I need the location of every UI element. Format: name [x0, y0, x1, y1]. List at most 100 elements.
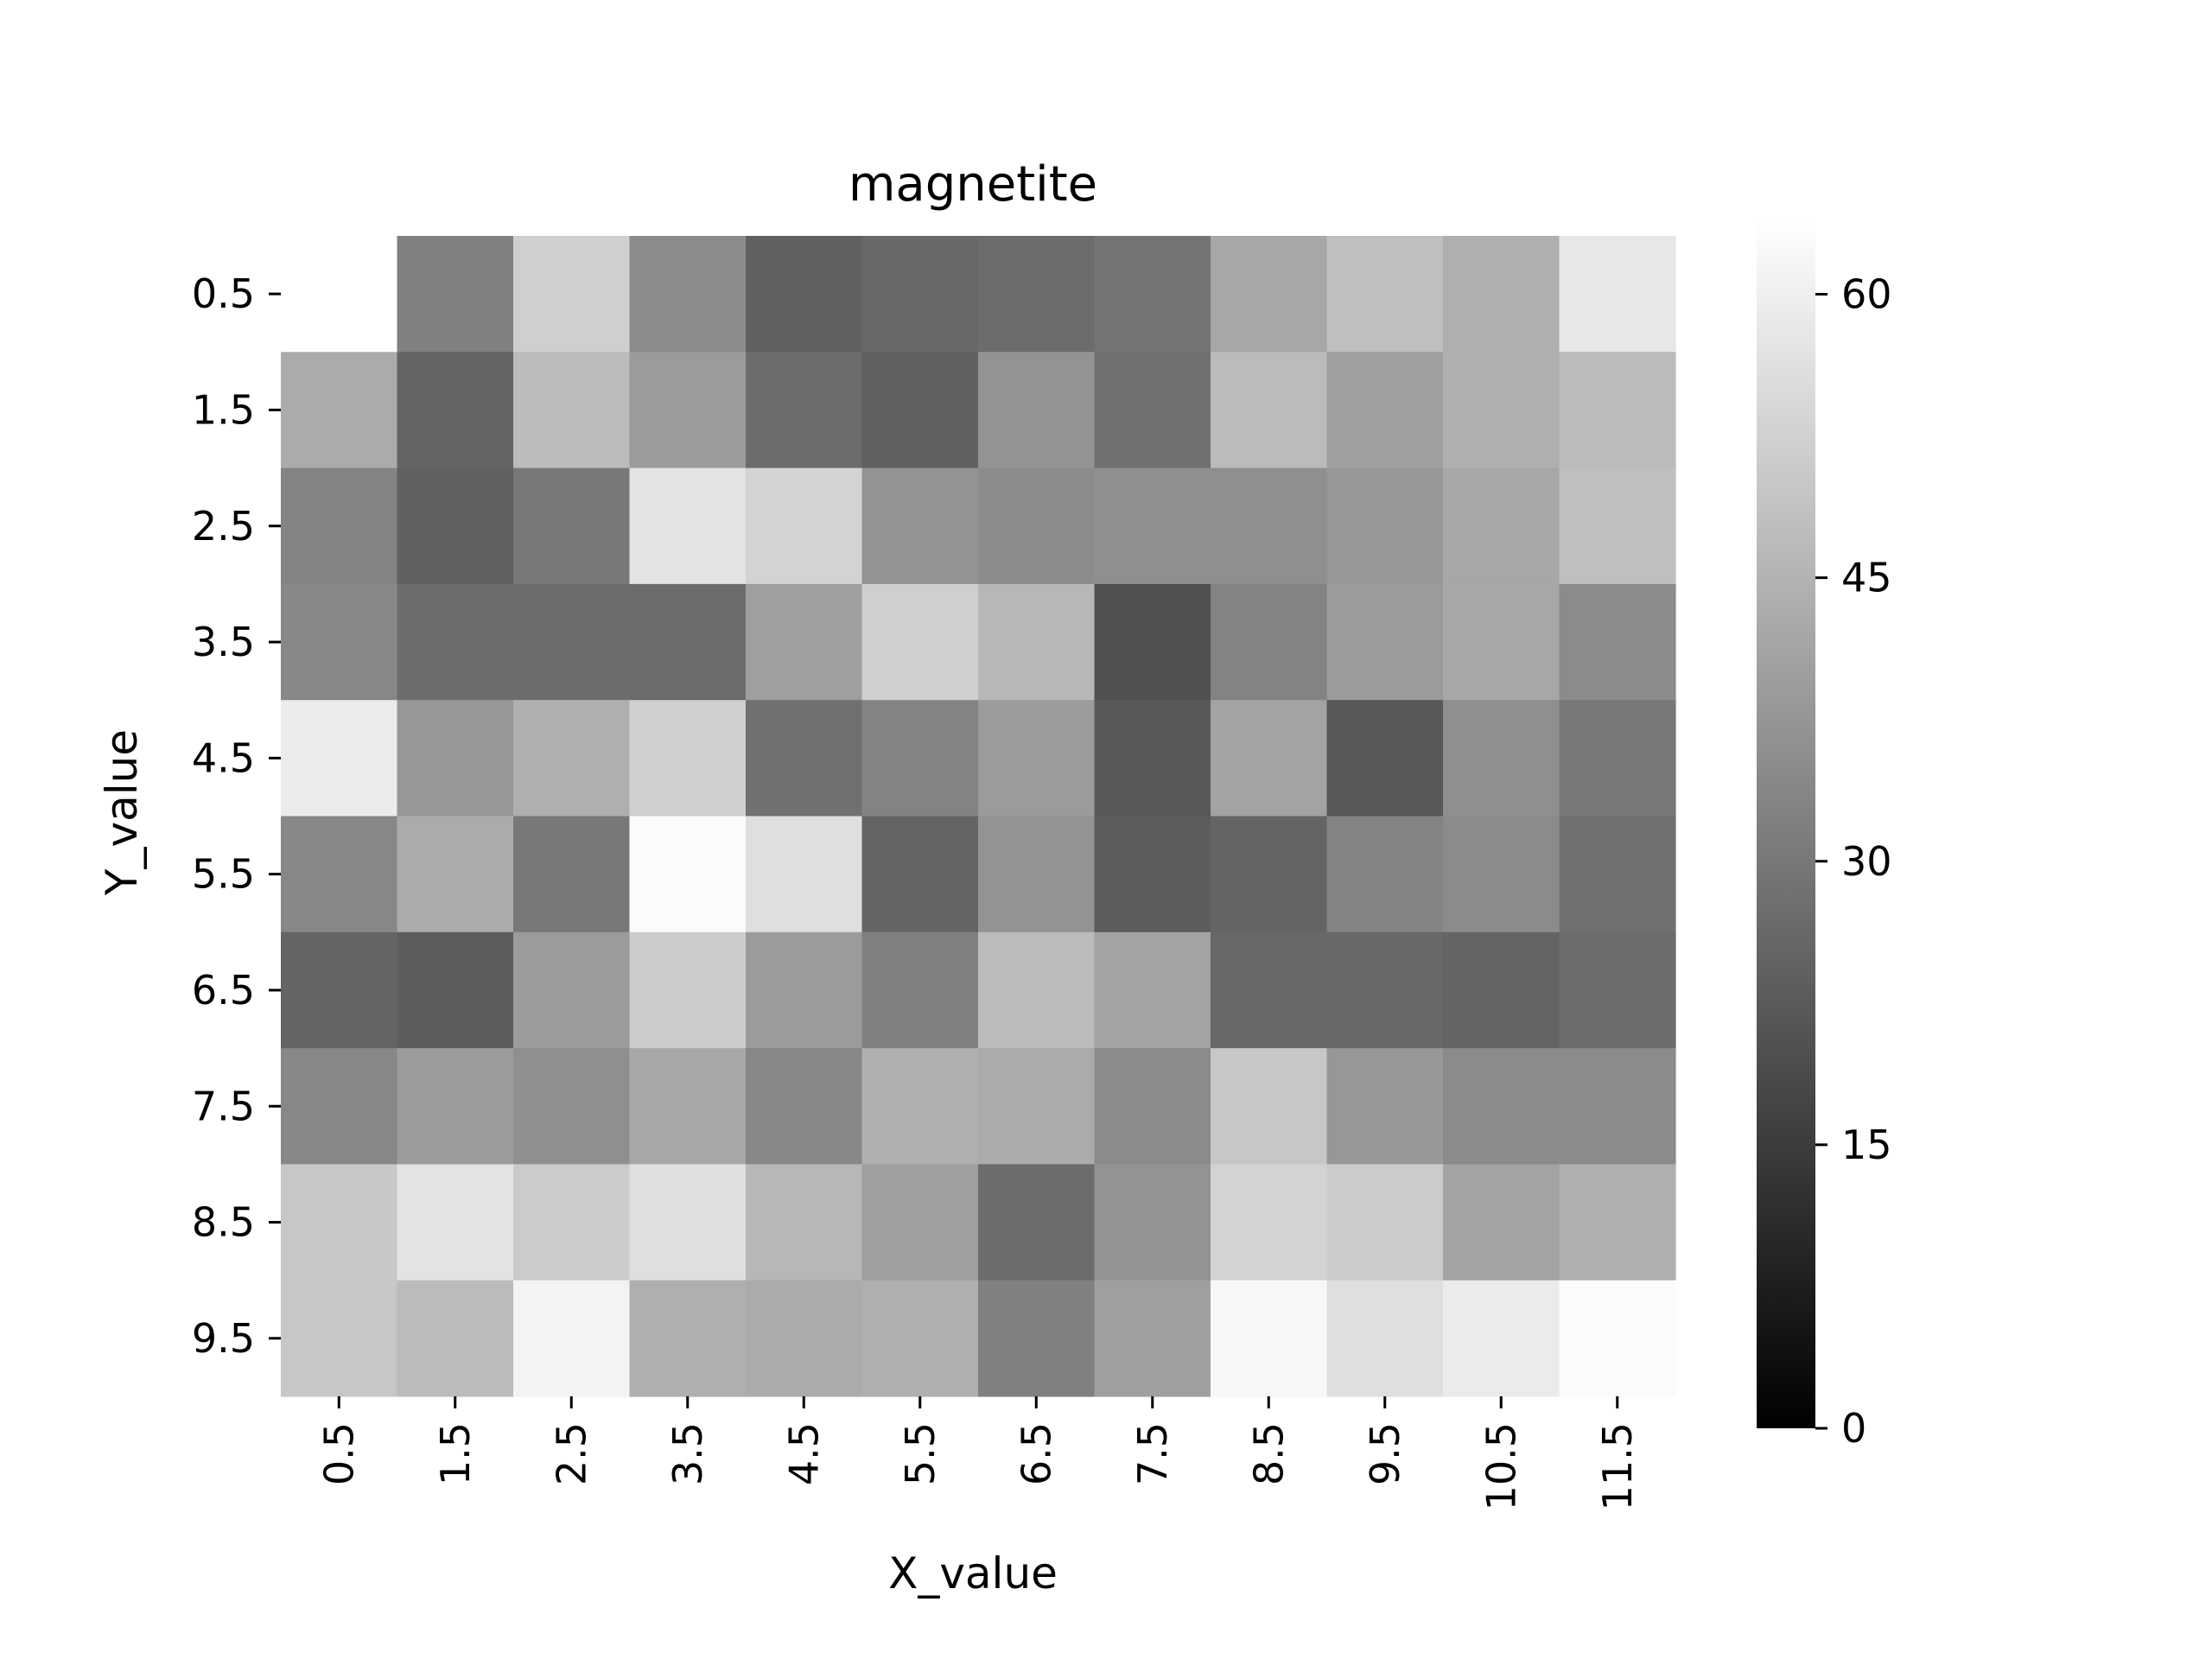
heatmap-cell — [281, 700, 398, 817]
y-tick-label: 1.5 — [192, 386, 255, 433]
heatmap-cell — [861, 816, 979, 933]
heatmap-cell — [281, 467, 398, 585]
heatmap-cell — [978, 931, 1096, 1049]
heatmap-cell — [629, 1048, 747, 1165]
heatmap-cell — [1443, 352, 1560, 469]
heatmap-cell — [1443, 1048, 1560, 1165]
heatmap-cell — [1443, 700, 1560, 817]
heatmap-cell — [1211, 467, 1328, 585]
heatmap-cell — [1443, 467, 1560, 585]
y-tick-label: 3.5 — [192, 619, 255, 665]
heatmap-cell — [397, 467, 514, 585]
heatmap-cell — [1559, 583, 1676, 701]
heatmap-cell — [513, 1048, 631, 1165]
x-tick-label: 3.5 — [664, 1422, 711, 1485]
heatmap-cell — [1559, 700, 1676, 817]
heatmap-cell — [1559, 236, 1676, 353]
heatmap-cell — [1559, 352, 1676, 469]
heatmap-cell — [978, 1280, 1096, 1397]
heatmap-cell — [1094, 467, 1211, 585]
x-tick-label: 0.5 — [315, 1422, 362, 1485]
heatmap-cells — [281, 236, 1676, 1397]
heatmap-cell — [1094, 236, 1211, 353]
heatmap-cell — [513, 352, 631, 469]
heatmap-cell — [1326, 931, 1444, 1049]
heatmap-cell — [629, 816, 747, 933]
heatmap-cell — [746, 352, 863, 469]
heatmap-cell — [1443, 931, 1560, 1049]
heatmap-cell — [281, 1048, 398, 1165]
heatmap-cell — [629, 352, 747, 469]
heatmap-cell — [513, 931, 631, 1049]
heatmap-cell — [746, 583, 863, 701]
heatmap-cell — [1094, 931, 1211, 1049]
heatmap-cell — [1211, 1280, 1328, 1397]
heatmap-cell — [1326, 1048, 1444, 1165]
heatmap-cell — [746, 1280, 863, 1397]
heatmap-cell — [281, 583, 398, 701]
y-axis-ticks: 0.5 1.5 2.5 3.5 4.5 5.5 6.5 7.5 8.5 9.5 — [192, 270, 281, 1362]
heatmap-cell — [746, 700, 863, 817]
heatmap-cell — [746, 1048, 863, 1165]
y-tick-label: 0.5 — [192, 270, 255, 317]
heatmap-cell — [1094, 352, 1211, 469]
heatmap-cell — [1211, 236, 1328, 353]
heatmap-cell — [397, 1164, 514, 1281]
heatmap-cell — [513, 1280, 631, 1397]
heatmap-cell — [1326, 1280, 1444, 1397]
heatmap-cell — [513, 236, 631, 353]
y-tick-label: 4.5 — [192, 734, 255, 781]
heatmap-cell — [629, 1164, 747, 1281]
heatmap-cell — [1094, 1048, 1211, 1165]
heatmap-cell — [629, 931, 747, 1049]
colorbar-tick-label: 30 — [1841, 838, 1892, 885]
heatmap-cell — [281, 931, 398, 1049]
heatmap-cell — [1443, 1164, 1560, 1281]
heatmap-cell — [861, 236, 979, 353]
heatmap-cell — [1559, 467, 1676, 585]
heatmap-cell — [1211, 931, 1328, 1049]
heatmap-cell — [1559, 931, 1676, 1049]
heatmap-cell — [1211, 700, 1328, 817]
heatmap-cell — [861, 467, 979, 585]
heatmap-cell — [978, 1048, 1096, 1165]
heatmap-cell — [861, 700, 979, 817]
x-tick-label: 5.5 — [897, 1422, 944, 1485]
heatmap-cell — [861, 1280, 979, 1397]
heatmap-cell — [861, 1164, 979, 1281]
x-axis-ticks: 0.5 1.5 2.5 3.5 4.5 5.5 6.5 7.5 8.5 9.5 10.5 11.5 — [315, 1396, 1641, 1510]
heatmap-cell — [629, 467, 747, 585]
heatmap-cell — [1211, 352, 1328, 469]
heatmap-cell — [746, 236, 863, 353]
heatmap-cell — [1326, 467, 1444, 585]
y-axis-label: Y_value — [97, 729, 147, 896]
heatmap-cell — [978, 1164, 1096, 1281]
heatmap-cell — [397, 583, 514, 701]
heatmap-cell — [281, 352, 398, 469]
heatmap-cell — [746, 816, 863, 933]
heatmap-cell — [513, 1164, 631, 1281]
heatmap-cell — [861, 583, 979, 701]
x-tick-label: 7.5 — [1129, 1422, 1176, 1485]
heatmap-cell — [281, 1280, 398, 1397]
heatmap-cell — [978, 467, 1096, 585]
heatmap-cell — [746, 467, 863, 585]
heatmap-cell — [1211, 816, 1328, 933]
heatmap-cell — [513, 467, 631, 585]
heatmap-cell — [513, 700, 631, 817]
heatmap-cell — [1326, 583, 1444, 701]
heatmap-cell — [1211, 1164, 1328, 1281]
heatmap-cell — [1559, 1048, 1676, 1165]
heatmap-cell — [281, 1164, 398, 1281]
x-tick-label: 1.5 — [432, 1422, 479, 1485]
heatmap-cell — [397, 816, 514, 933]
colorbar — [1757, 219, 1815, 1428]
heatmap-cell — [978, 236, 1096, 353]
heatmap-cell — [746, 1164, 863, 1281]
chart-title: magnetite — [849, 156, 1097, 213]
colorbar-tick-label: 0 — [1841, 1405, 1866, 1452]
heatmap-cell — [397, 1048, 514, 1165]
y-tick-label: 9.5 — [192, 1315, 255, 1362]
x-tick-label: 8.5 — [1245, 1422, 1292, 1485]
